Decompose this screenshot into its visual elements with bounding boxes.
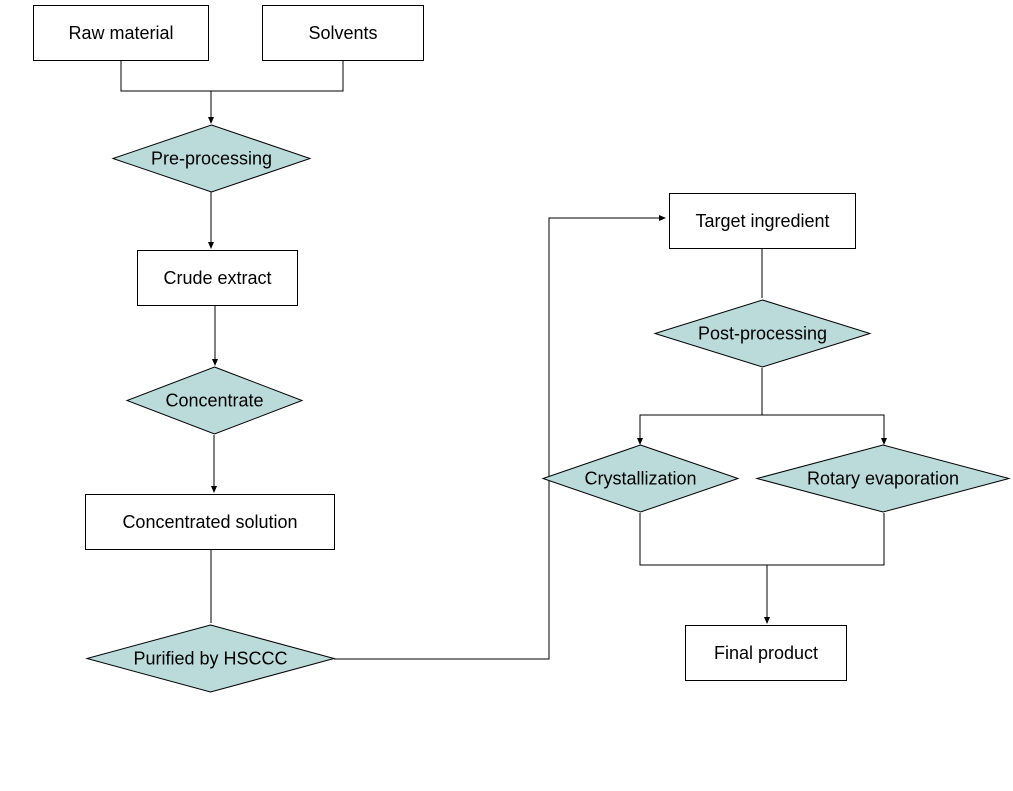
node-label: Crude extract [163, 268, 271, 289]
node-rotary-evaporation: Rotary evaporation [757, 445, 1009, 512]
node-pre-processing: Pre-processing [113, 125, 310, 192]
node-target-ingredient: Target ingredient [669, 193, 856, 249]
node-raw-material: Raw material [33, 5, 209, 61]
node-crude-extract: Crude extract [137, 250, 298, 306]
node-label: Rotary evaporation [807, 468, 959, 489]
node-label: Target ingredient [695, 211, 829, 232]
node-label: Solvents [308, 23, 377, 44]
node-concentrate: Concentrate [127, 367, 302, 434]
node-label: Raw material [68, 23, 173, 44]
node-label: Crystallization [584, 468, 696, 489]
node-concentrated-solution: Concentrated solution [85, 494, 335, 550]
node-crystallization: Crystallization [543, 445, 738, 512]
node-post-processing: Post-processing [655, 300, 870, 367]
node-label: Purified by HSCCC [133, 648, 287, 669]
node-label: Post-processing [698, 323, 827, 344]
node-solvents: Solvents [262, 5, 424, 61]
node-final-product: Final product [685, 625, 847, 681]
node-label: Pre-processing [151, 148, 272, 169]
node-label: Concentrate [165, 390, 263, 411]
node-label: Final product [714, 643, 818, 664]
node-purified-hsccc: Purified by HSCCC [87, 625, 334, 692]
node-label: Concentrated solution [122, 512, 297, 533]
